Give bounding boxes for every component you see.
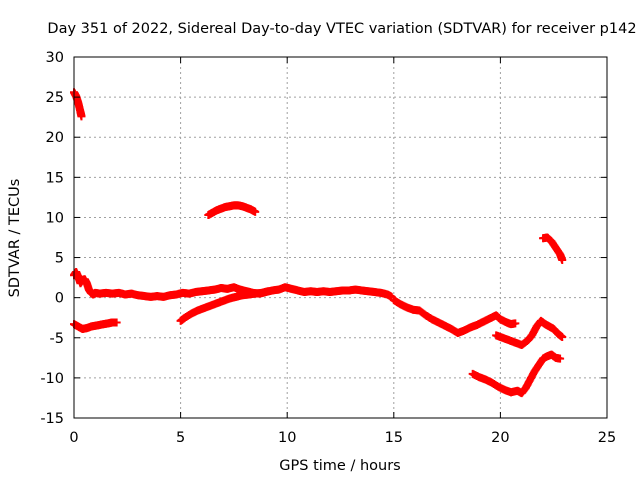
x-tick-label: 20 bbox=[491, 430, 509, 446]
y-tick-label: -5 bbox=[50, 331, 64, 347]
series-track-8 bbox=[492, 316, 567, 349]
series-track-2 bbox=[70, 267, 396, 301]
series-track-4 bbox=[204, 201, 260, 220]
data-point bbox=[558, 332, 567, 341]
data-point bbox=[112, 318, 121, 327]
chart-title: Day 351 of 2022, Sidereal Day-to-day VTE… bbox=[47, 21, 636, 37]
axis-ticks: 0 5 10 15 20 25 -15 -10 -5 0 5 10 15 20 25 30 bbox=[40, 50, 616, 446]
data-point bbox=[558, 255, 567, 264]
data-points bbox=[70, 88, 567, 398]
data-point bbox=[251, 207, 260, 216]
y-tick-label: 20 bbox=[46, 130, 64, 146]
x-tick-label: 0 bbox=[69, 430, 78, 446]
series-track-5 bbox=[176, 287, 273, 325]
x-tick-label: 15 bbox=[385, 430, 403, 446]
data-point bbox=[511, 319, 520, 328]
y-tick-label: 25 bbox=[46, 90, 64, 106]
data-point bbox=[77, 112, 86, 121]
data-point bbox=[556, 354, 565, 363]
y-tick-label: -10 bbox=[40, 371, 64, 387]
y-tick-label: 15 bbox=[46, 170, 64, 186]
x-tick-label: 5 bbox=[176, 430, 185, 446]
grid-lines bbox=[74, 57, 607, 418]
x-axis-label: GPS time / hours bbox=[279, 458, 400, 474]
y-tick-label: 10 bbox=[46, 210, 64, 226]
series-track-3 bbox=[70, 318, 121, 333]
plot-frame bbox=[73, 56, 608, 419]
y-tick-label: 30 bbox=[46, 50, 64, 66]
series-track-6 bbox=[389, 296, 520, 337]
series-track-7 bbox=[468, 350, 565, 398]
series-track-9 bbox=[539, 233, 567, 264]
y-axis-label: SDTVAR / TECUs bbox=[7, 179, 23, 298]
x-tick-label: 25 bbox=[598, 430, 616, 446]
data-point bbox=[264, 287, 273, 296]
y-tick-label: 0 bbox=[55, 291, 64, 307]
series-track-1 bbox=[70, 88, 86, 121]
y-tick-label: 5 bbox=[55, 251, 64, 267]
y-tick-label: -15 bbox=[40, 411, 64, 427]
x-tick-label: 10 bbox=[278, 430, 296, 446]
